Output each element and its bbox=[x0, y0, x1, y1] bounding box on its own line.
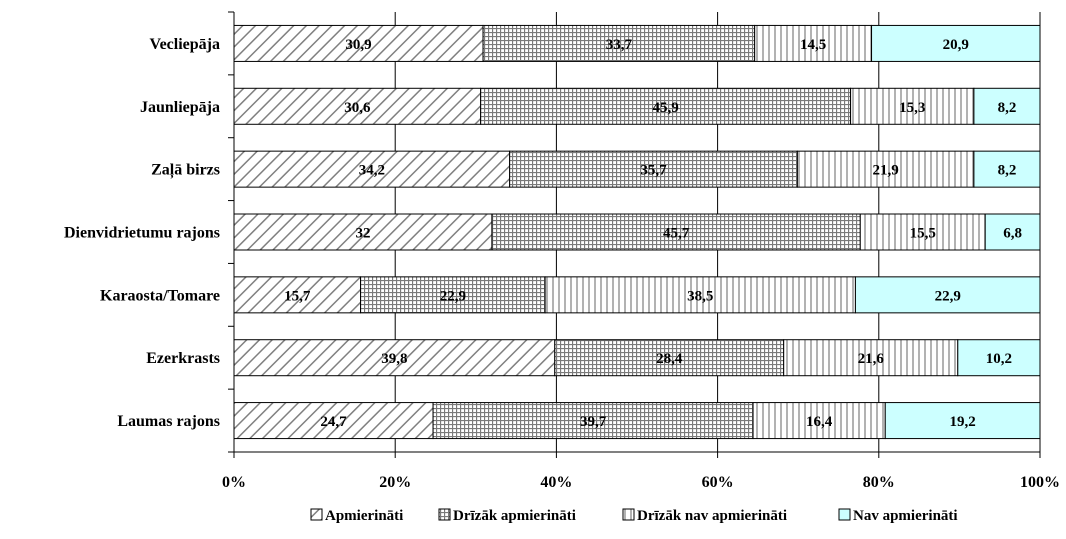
legend-swatch bbox=[623, 509, 634, 520]
legend-swatch bbox=[439, 509, 450, 520]
data-label: 20,9 bbox=[943, 37, 969, 53]
data-label: 21,9 bbox=[873, 163, 899, 179]
data-label: 39,8 bbox=[381, 351, 407, 367]
data-label: 35,7 bbox=[640, 163, 667, 179]
data-label: 22,9 bbox=[935, 288, 961, 304]
category-label: Dienvidrietumu rajons bbox=[64, 225, 220, 242]
category-label: Laumas rajons bbox=[117, 413, 220, 430]
x-tick-label: 40% bbox=[540, 474, 572, 491]
data-label: 15,7 bbox=[284, 288, 311, 304]
legend-label: Drīzāk nav apmierināti bbox=[637, 508, 787, 524]
legend-label: Nav apmierināti bbox=[853, 508, 958, 524]
data-label: 45,7 bbox=[663, 226, 690, 242]
data-label: 16,4 bbox=[806, 414, 833, 430]
legend-label: Apmierināti bbox=[325, 508, 403, 524]
category-label: Vecliepāja bbox=[149, 36, 220, 53]
legend: Apmierināti Drīzāk apmierināti Drīzāk nav … bbox=[311, 508, 958, 524]
data-label: 32 bbox=[355, 226, 370, 242]
x-tick-label: 80% bbox=[863, 474, 895, 491]
data-label: 15,5 bbox=[910, 226, 936, 242]
data-label: 34,2 bbox=[359, 163, 385, 179]
x-tick-label: 20% bbox=[379, 474, 411, 491]
category-label: Karaosta/Tomare bbox=[100, 287, 220, 304]
legend-swatch bbox=[839, 509, 850, 520]
legend-label: Drīzāk apmierināti bbox=[453, 508, 576, 524]
data-label: 14,5 bbox=[800, 37, 826, 53]
category-label: Ezerkrasts bbox=[146, 350, 220, 367]
data-label: 10,2 bbox=[986, 351, 1012, 367]
category-label: Zaļā birzs bbox=[151, 162, 220, 180]
legend-swatch bbox=[311, 509, 322, 520]
data-label: 22,9 bbox=[440, 288, 466, 304]
data-label: 21,6 bbox=[858, 351, 885, 367]
x-tick-label: 60% bbox=[702, 474, 734, 491]
category-label: Jaunliepāja bbox=[140, 99, 220, 116]
data-label: 15,3 bbox=[899, 100, 925, 116]
x-tick-label: 100% bbox=[1020, 474, 1060, 491]
data-label: 6,8 bbox=[1003, 226, 1022, 242]
data-label: 39,7 bbox=[580, 414, 607, 430]
data-label: 8,2 bbox=[998, 163, 1017, 179]
data-label: 33,7 bbox=[606, 37, 633, 53]
data-label: 30,6 bbox=[344, 100, 371, 116]
data-label: 24,7 bbox=[320, 414, 347, 430]
data-label: 8,2 bbox=[998, 100, 1017, 116]
data-label: 28,4 bbox=[656, 351, 683, 367]
data-label: 38,5 bbox=[687, 288, 713, 304]
x-tick-label: 0% bbox=[222, 474, 246, 491]
data-label: 45,9 bbox=[652, 100, 678, 116]
data-label: 19,2 bbox=[949, 414, 975, 430]
data-label: 30,9 bbox=[345, 37, 371, 53]
